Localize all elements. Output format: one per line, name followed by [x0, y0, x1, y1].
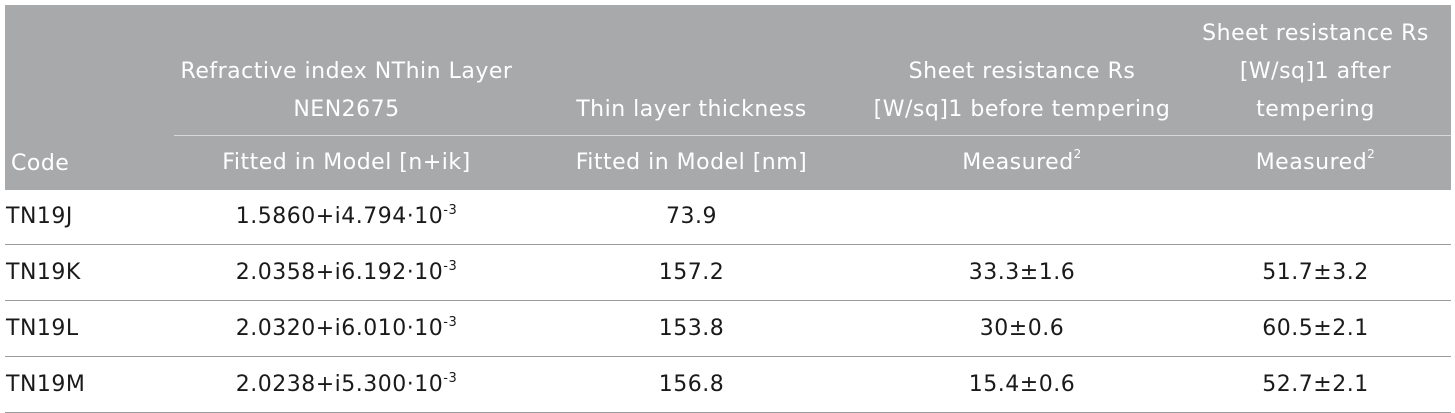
subheader-sheet-before-label: Measured: [962, 149, 1074, 175]
cell-code: TN19L: [5, 300, 174, 357]
cell-thickness: 73.9: [519, 189, 864, 245]
header-sheet-resistance-before: Sheet resistance Rs [W/sq]1 before tempe…: [864, 5, 1180, 136]
footnote-marker: 2: [1073, 147, 1082, 162]
refractive-exponent: -3: [443, 314, 458, 330]
table-header: Code Refractive index NThin Layer NEN267…: [5, 5, 1451, 190]
table-row: TN19J 1.5860+i4.794·10-3 73.9: [5, 189, 1451, 245]
header-row-titles: Code Refractive index NThin Layer NEN267…: [5, 5, 1451, 190]
data-table-container: Code Refractive index NThin Layer NEN267…: [5, 5, 1451, 413]
refractive-exponent: -3: [443, 258, 458, 274]
header-row-methods: Fitted in Model [n+ik] Fitted in Model […: [5, 135, 1451, 190]
header-code: Code: [5, 5, 174, 190]
cell-code: TN19M: [5, 356, 174, 413]
header-refractive-index: Refractive index NThin Layer NEN2675: [174, 5, 519, 136]
subheader-refractive-index: Fitted in Model [n+ik]: [174, 135, 519, 190]
cell-rs-before: [864, 189, 1180, 245]
subheader-sheet-after-label: Measured: [1255, 149, 1368, 175]
refractive-value: 1.5860+i4.794·10: [235, 204, 444, 229]
refractive-value: 2.0320+i6.010·10: [235, 315, 444, 341]
cell-rs-after: 52.7±2.1: [1180, 356, 1451, 413]
footnote-marker: 2: [1367, 147, 1376, 162]
cell-rs-before: 33.3±1.6: [864, 244, 1180, 301]
cell-rs-after: [1180, 189, 1451, 245]
subheader-sheet-after: Measured2: [1180, 135, 1451, 190]
refractive-value: 2.0238+i5.300·10: [235, 371, 444, 397]
cell-thickness: 157.2: [519, 244, 864, 301]
cell-rs-before: 30±0.6: [864, 300, 1180, 357]
subheader-sheet-before: Measured2: [864, 135, 1180, 190]
cell-refractive-index: 2.0238+i5.300·10-3: [174, 356, 519, 413]
header-sheet-resistance-after: Sheet resistance Rs [W/sq]1 after temper…: [1180, 5, 1451, 136]
refractive-value: 2.0358+i6.192·10: [235, 259, 444, 285]
cell-thickness: 156.8: [519, 356, 864, 413]
table-row: TN19L 2.0320+i6.010·10-3 153.8 30±0.6 60…: [5, 300, 1451, 357]
cell-rs-after: 60.5±2.1: [1180, 300, 1451, 357]
table-row: TN19M 2.0238+i5.300·10-3 156.8 15.4±0.6 …: [5, 356, 1451, 413]
cell-refractive-index: 1.5860+i4.794·10-3: [174, 189, 519, 245]
refractive-exponent: -3: [443, 370, 458, 386]
results-table: Code Refractive index NThin Layer NEN267…: [5, 5, 1451, 413]
cell-refractive-index: 2.0358+i6.192·10-3: [174, 244, 519, 301]
table-body: TN19J 1.5860+i4.794·10-3 73.9 TN19K 2.03…: [5, 189, 1451, 413]
cell-refractive-index: 2.0320+i6.010·10-3: [174, 300, 519, 357]
refractive-exponent: -3: [443, 203, 458, 218]
subheader-thickness: Fitted in Model [nm]: [519, 135, 864, 190]
cell-rs-before: 15.4±0.6: [864, 356, 1180, 413]
table-row: TN19K 2.0358+i6.192·10-3 157.2 33.3±1.6 …: [5, 244, 1451, 301]
cell-code: TN19K: [5, 244, 174, 301]
cell-rs-after: 51.7±3.2: [1180, 244, 1451, 301]
cell-thickness: 153.8: [519, 300, 864, 357]
cell-code: TN19J: [5, 189, 174, 245]
header-thickness: Thin layer thickness: [519, 5, 864, 136]
